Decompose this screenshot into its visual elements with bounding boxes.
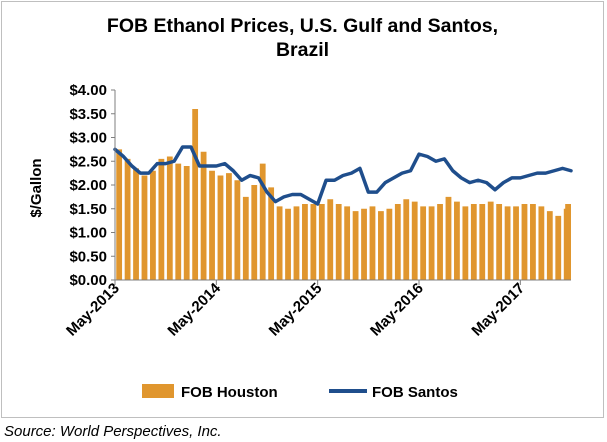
houston-bar: [268, 187, 275, 280]
chart-title-line1: FOB Ethanol Prices, U.S. Gulf and Santos…: [106, 15, 499, 37]
houston-bar: [285, 208, 291, 280]
y-tick-label: $3.50: [69, 106, 107, 123]
y-tick-label: $2.00: [69, 177, 107, 194]
houston-bar: [403, 199, 410, 280]
houston-bar: [209, 170, 215, 280]
houston-bar: [116, 149, 123, 280]
houston-bar: [462, 206, 469, 280]
houston-bar: [530, 204, 536, 280]
houston-bar: [158, 158, 165, 280]
houston-bar: [242, 196, 249, 280]
x-tick-label: May-2014: [164, 279, 224, 339]
houston-bar: [234, 180, 241, 280]
y-tick-label: $4.00: [69, 82, 107, 99]
houston-bar: [124, 158, 131, 280]
legend-houston-swatch: [142, 384, 174, 398]
houston-bar: [496, 204, 503, 280]
source-note: Source: World Perspectives, Inc.: [4, 423, 222, 440]
houston-bar: [259, 163, 266, 280]
houston-bar: [251, 185, 258, 280]
houston-bar: [504, 206, 511, 280]
houston-bar: [378, 211, 384, 280]
houston-bar: [445, 196, 452, 280]
houston-bar: [310, 204, 317, 280]
chart-svg: $0.00 $0.50 $1.00 $1.50 $2.00 $2.50 $3.00 $3.50…: [28, 82, 573, 401]
houston-bar: [428, 206, 435, 280]
houston-bar: [293, 206, 300, 280]
y-tick-label: $1.00: [69, 225, 107, 242]
houston-bar: [487, 201, 494, 280]
houston-bar: [217, 175, 224, 280]
houston-bar: [133, 168, 139, 280]
y-tick-label: $2.50: [69, 153, 107, 170]
houston-bar: [175, 163, 182, 280]
chart-axes: [111, 89, 571, 285]
x-tick-labels: May-2013 May-2014 May-2015 May-2016 May-2017: [63, 279, 528, 339]
houston-bar: [361, 208, 367, 280]
houston-bar: [513, 206, 519, 280]
houston-bar: [141, 175, 148, 280]
houston-bar: [555, 215, 562, 280]
houston-bar: [420, 206, 427, 280]
y-axis-title: $/Gallon: [28, 158, 45, 217]
chart-title-line2: Brazil: [275, 39, 330, 61]
houston-bar: [344, 206, 351, 280]
houston-bar: [166, 156, 173, 280]
y-tick-label: $1.50: [69, 201, 107, 218]
houston-bar: [454, 201, 460, 280]
houston-bar: [200, 151, 207, 280]
houston-bar: [521, 204, 528, 280]
houston-bars: [116, 109, 571, 280]
houston-bar: [369, 206, 376, 280]
y-tick-labels: $0.00 $0.50 $1.00 $1.50 $2.00 $2.50 $3.00 $3.50…: [69, 82, 107, 289]
houston-bar: [226, 173, 232, 280]
houston-bar: [546, 211, 553, 280]
x-tick-label: May-2017: [468, 280, 528, 340]
houston-bar: [318, 204, 325, 280]
houston-bar: [565, 204, 571, 280]
houston-bar: [437, 204, 443, 280]
houston-bar: [183, 166, 190, 280]
x-tick-label: May-2015: [266, 280, 326, 340]
houston-bar: [192, 109, 199, 280]
houston-bar: [327, 199, 334, 280]
houston-bar: [479, 204, 486, 280]
legend: FOB Houston FOB Santos: [142, 384, 458, 401]
houston-bar: [302, 204, 308, 280]
houston-bar: [386, 208, 393, 280]
houston-bar: [150, 170, 156, 280]
y-tick-label: $3.00: [69, 130, 107, 147]
houston-bar: [276, 206, 283, 280]
houston-bar: [335, 204, 342, 280]
houston-bar: [470, 204, 477, 280]
y-tick-label: $0.00: [69, 272, 107, 289]
legend-santos-label: FOB Santos: [372, 384, 458, 401]
houston-bar: [394, 204, 401, 280]
houston-bar: [538, 206, 545, 280]
houston-bar: [352, 211, 359, 280]
legend-houston-label: FOB Houston: [181, 384, 278, 401]
houston-bar: [411, 201, 418, 280]
x-tick-label: May-2016: [367, 280, 427, 340]
santos-line: [113, 145, 573, 206]
y-tick-label: $0.50: [69, 248, 107, 265]
chart-title: FOB Ethanol Prices, U.S. Gulf and Santos…: [0, 14, 605, 62]
